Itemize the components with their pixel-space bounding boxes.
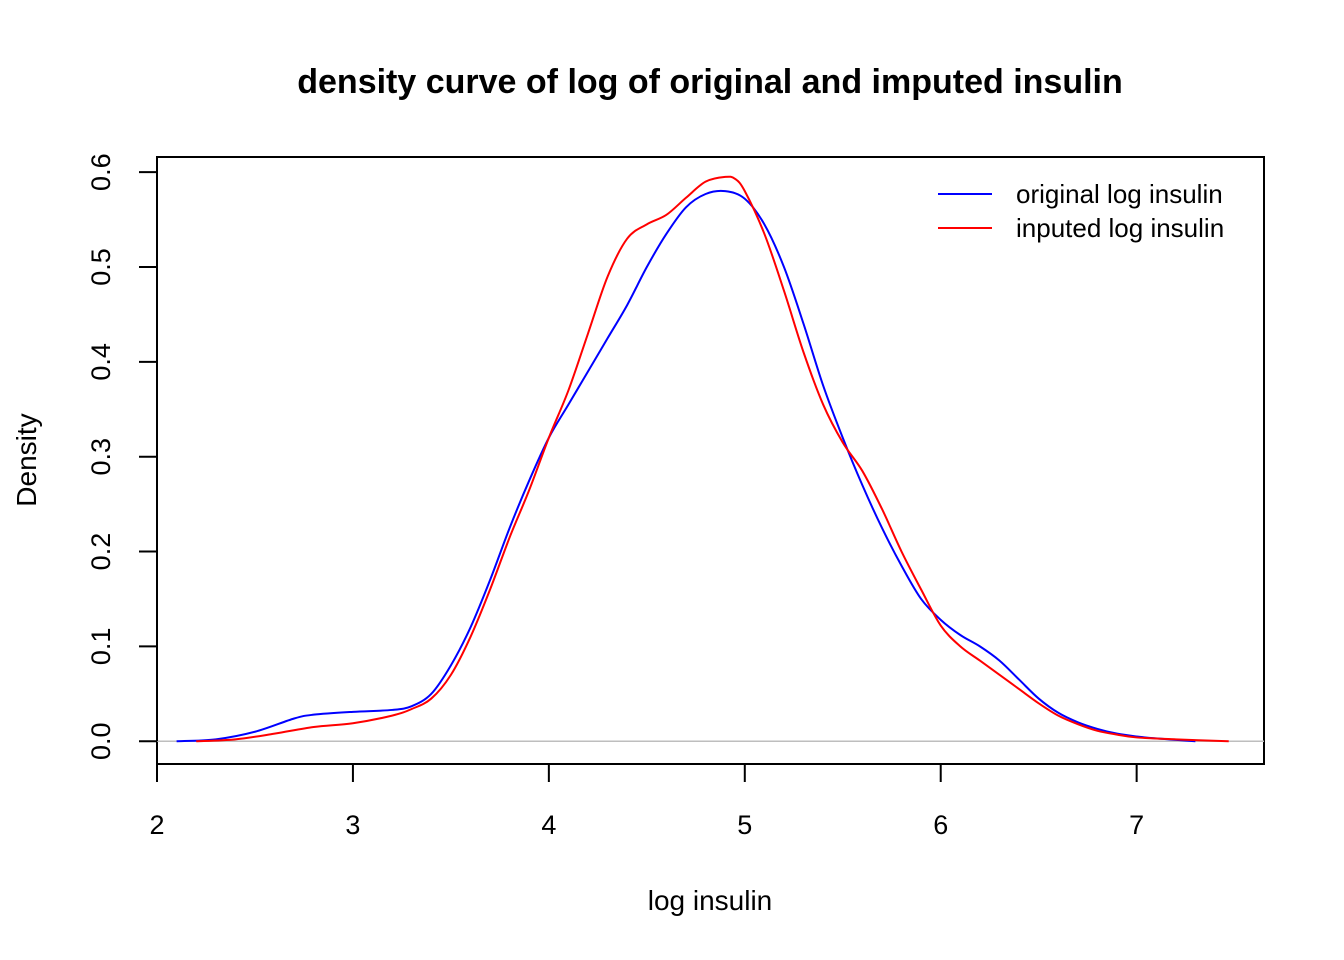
- x-tick-label: 6: [933, 810, 948, 840]
- series-line-2: [196, 175, 1229, 743]
- y-tick-label: 0.4: [86, 343, 116, 381]
- plot-frame: [156, 156, 1265, 765]
- y-axis: 0.0 0.1 0.2 0.3 0.4 0.5 0.6: [86, 153, 158, 760]
- x-tick-label: 7: [1129, 810, 1144, 840]
- series-layer: [176, 175, 1229, 743]
- x-axis: 2 3 4 5 6 7: [149, 763, 1144, 840]
- legend-label-1: original log insulin: [1016, 179, 1223, 209]
- y-tick-label: 0.1: [86, 628, 116, 666]
- chart-title: density curve of log of original and imp…: [297, 63, 1123, 101]
- y-tick-label: 0.5: [86, 248, 116, 286]
- x-tick-label: 2: [149, 810, 164, 840]
- plot-area: [156, 156, 1265, 765]
- y-tick-label: 0.3: [86, 438, 116, 476]
- y-axis-label: Density: [11, 413, 42, 506]
- x-tick-label: 4: [541, 810, 556, 840]
- x-axis-label: log insulin: [648, 885, 773, 916]
- y-tick-label: 0.0: [86, 722, 116, 760]
- series-line-1: [176, 189, 1196, 743]
- y-tick-label: 0.6: [86, 153, 116, 191]
- x-tick-label: 3: [345, 810, 360, 840]
- x-tick-label: 5: [737, 810, 752, 840]
- legend-label-2: inputed log insulin: [1016, 213, 1224, 243]
- legend: original log insulin inputed log insulin: [938, 179, 1224, 243]
- y-tick-label: 0.2: [86, 533, 116, 571]
